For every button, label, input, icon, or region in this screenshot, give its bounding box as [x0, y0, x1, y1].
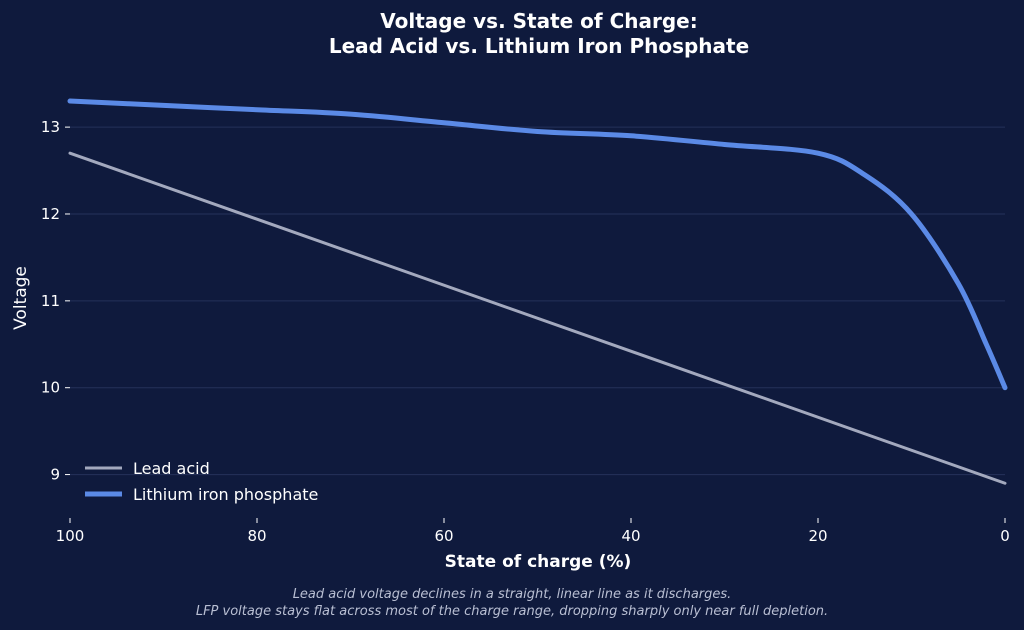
legend-label: Lead acid: [133, 459, 210, 478]
x-axis-label: State of charge (%): [445, 552, 632, 572]
series-lines: [67, 98, 1008, 485]
caption-line-2: LFP voltage stays flat across most of th…: [196, 604, 828, 619]
x-tick-label: 100: [56, 527, 85, 545]
legend: Lead acid Lithium iron phosphate: [85, 459, 318, 504]
y-axis-label: Voltage: [11, 266, 31, 330]
y-tick-label: 10: [41, 379, 60, 397]
x-tick-label: 40: [621, 527, 640, 545]
x-axis-ticks: 100 80 60 40 20 0: [56, 518, 1010, 545]
y-tick-label: 9: [50, 466, 60, 484]
y-axis-ticks: 9 10 11 12 13: [41, 118, 70, 484]
x-tick-label: 80: [247, 527, 266, 545]
series-line-lithium-iron-phosphate: [67, 98, 1008, 391]
x-tick-label: 0: [1000, 527, 1010, 545]
series-line-lead-acid: [68, 151, 1007, 485]
caption-line-1: Lead acid voltage declines in a straight…: [293, 587, 732, 602]
legend-label: Lithium iron phosphate: [133, 485, 318, 504]
gridlines: [70, 126, 1005, 476]
chart-title-line-2: Lead Acid vs. Lithium Iron Phosphate: [329, 34, 749, 58]
y-tick-label: 11: [41, 292, 60, 310]
x-tick-label: 60: [434, 527, 453, 545]
y-tick-label: 13: [41, 118, 60, 136]
x-tick-label: 20: [808, 527, 827, 545]
chart-title-line-1: Voltage vs. State of Charge:: [380, 9, 698, 33]
y-tick-label: 12: [41, 205, 60, 223]
